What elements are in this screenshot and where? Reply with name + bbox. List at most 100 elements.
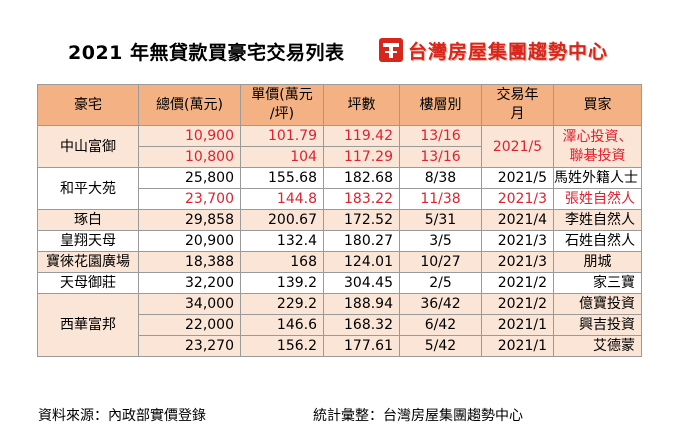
- cell-buyer: 家三寶: [553, 272, 642, 294]
- cell-unit: 229.2: [240, 293, 324, 315]
- cell-total: 10,800: [138, 146, 241, 168]
- header-unit-price: 單價(萬元 /坪): [240, 84, 324, 126]
- cell-total: 23,700: [138, 188, 241, 210]
- cell-total: 18,388: [138, 251, 241, 273]
- header-total-price: 總價(萬元): [138, 84, 241, 126]
- cell-unit: 104: [240, 146, 324, 168]
- cell-unit: 132.4: [240, 230, 324, 252]
- cell-date: 2021/1: [481, 335, 554, 357]
- cell-total: 10,900: [138, 125, 241, 147]
- table-row: 10,800 104 117.29 13/16: [38, 146, 642, 168]
- header-area: 坪數: [323, 84, 400, 126]
- cell-area: 188.94: [323, 293, 400, 315]
- cell-buyer: 馬姓外籍人士: [553, 167, 642, 189]
- header-date-line2: 月: [510, 106, 525, 122]
- cell-name: 天母御莊: [37, 272, 139, 294]
- cell-name: 皇翔天母: [37, 230, 139, 252]
- table-row: 天母御莊 32,200 139.2 304.45 2/5 2021/2 家三寶: [37, 272, 642, 294]
- cell-buyer: 朋城: [553, 251, 642, 273]
- cell-buyer: 李姓自然人: [553, 209, 642, 231]
- cell-total: 25,800: [138, 167, 241, 189]
- cell-date: 2021/5: [481, 167, 554, 189]
- cell-buyer: 張姓自然人: [553, 188, 642, 210]
- cell-buyer: 億寶投資: [553, 293, 642, 315]
- cell-name: 琢白: [37, 209, 139, 231]
- cell-total: 32,200: [138, 272, 241, 294]
- table-header-row: 豪宅 總價(萬元) 單價(萬元 /坪) 坪數 樓層別 交易年 月 買家: [37, 84, 642, 126]
- cell-floor: 5/31: [399, 209, 482, 231]
- cell-date: 2021/3: [481, 188, 554, 210]
- cell-unit: 146.6: [240, 314, 324, 336]
- cell-floor: 6/42: [399, 314, 482, 336]
- cell-date: 2021/5: [481, 125, 554, 168]
- cell-floor: 36/42: [399, 293, 482, 315]
- cell-floor: 10/27: [399, 251, 482, 273]
- cell-floor: 11/38: [399, 188, 482, 210]
- table-row: 寶徠花園廣場 18,388 168 124.01 10/27 2021/3 朋城: [37, 251, 642, 273]
- cell-unit: 144.8: [240, 188, 324, 210]
- table-row: 23,270 156.2 177.61 5/42 2021/1 艾德蒙: [38, 335, 642, 357]
- cell-floor: 2/5: [399, 272, 482, 294]
- table-row: 23,700 144.8 183.22 11/38 2021/3 張姓自然人: [38, 188, 642, 210]
- cell-name: 西華富邦: [37, 293, 139, 357]
- cell-area: 304.45: [323, 272, 400, 294]
- cell-date: 2021/3: [481, 251, 554, 273]
- page-title: 2021 年無貸款買豪宅交易列表: [68, 42, 345, 64]
- cell-date: 2021/2: [481, 272, 554, 294]
- cell-unit: 200.67: [240, 209, 324, 231]
- cell-area: 183.22: [323, 188, 400, 210]
- cell-name: 寶徠花園廣場: [37, 251, 139, 273]
- header-unit-price-line1: 單價(萬元: [251, 87, 313, 103]
- table-row: 皇翔天母 20,900 132.4 180.27 3/5 2021/3 石姓自然…: [37, 230, 642, 252]
- cell-date: 2021/1: [481, 314, 554, 336]
- cell-floor: 5/42: [399, 335, 482, 357]
- header-unit-price-line2: /坪): [269, 106, 295, 122]
- cell-name: 和平大苑: [37, 167, 139, 210]
- taiwan-realty-logo-icon: [379, 38, 403, 62]
- compiler-note: 統計彙整：台灣房屋集團趨勢中心: [313, 408, 523, 424]
- cell-buyer: 興吉投資: [553, 314, 642, 336]
- cell-floor: 13/16: [399, 125, 482, 147]
- cell-name: 中山富御: [37, 125, 139, 168]
- luxury-transaction-table: 豪宅 總價(萬元) 單價(萬元 /坪) 坪數 樓層別 交易年 月 買家 中山富御…: [37, 84, 642, 357]
- header-buyer: 買家: [553, 84, 642, 126]
- cell-unit: 156.2: [240, 335, 324, 357]
- cell-area: 180.27: [323, 230, 400, 252]
- cell-unit: 168: [240, 251, 324, 273]
- table-row: 和平大苑 25,800 155.68 182.68 8/38 2021/5 馬姓…: [37, 167, 642, 210]
- header-floor: 樓層別: [399, 84, 482, 126]
- cell-buyer: 澤心投資、 聯碁投資: [553, 125, 642, 168]
- cell-area: 172.52: [323, 209, 400, 231]
- cell-floor: 8/38: [399, 167, 482, 189]
- cell-total: 29,858: [138, 209, 241, 231]
- logo-text: 台灣房屋集團趨勢中心: [408, 40, 609, 63]
- cell-date: 2021/3: [481, 230, 554, 252]
- cell-date: 2021/4: [481, 209, 554, 231]
- table-row: 22,000 146.6 168.32 6/42 2021/1 興吉投資: [38, 314, 642, 336]
- cell-buyer: 艾德蒙: [553, 335, 642, 357]
- header-name: 豪宅: [37, 84, 139, 126]
- cell-area: 119.42: [323, 125, 400, 147]
- cell-date: 2021/2: [481, 293, 554, 315]
- cell-unit: 139.2: [240, 272, 324, 294]
- cell-total: 23,270: [138, 335, 241, 357]
- cell-total: 22,000: [138, 314, 241, 336]
- cell-buyer-line1: 澤心投資、: [562, 128, 633, 145]
- cell-buyer-line2: 聯碁投資: [569, 147, 626, 164]
- cell-total: 20,900: [138, 230, 241, 252]
- cell-total: 34,000: [138, 293, 241, 315]
- cell-area: 124.01: [323, 251, 400, 273]
- cell-area: 182.68: [323, 167, 400, 189]
- cell-floor: 3/5: [399, 230, 482, 252]
- cell-unit: 155.68: [240, 167, 324, 189]
- header-date: 交易年 月: [481, 84, 554, 126]
- cell-unit: 101.79: [240, 125, 324, 147]
- table-row: 西華富邦 34,000 229.2 188.94 36/42 2021/2 億寶…: [37, 293, 642, 357]
- brand-logo: 台灣房屋集團趨勢中心: [378, 36, 614, 64]
- cell-floor: 13/16: [399, 146, 482, 168]
- cell-buyer: 石姓自然人: [553, 230, 642, 252]
- cell-area: 117.29: [323, 146, 400, 168]
- cell-area: 177.61: [323, 335, 400, 357]
- table-row: 琢白 29,858 200.67 172.52 5/31 2021/4 李姓自然…: [37, 209, 642, 231]
- table-row: 中山富御 10,900 101.79 119.42 13/16 2021/5 澤…: [37, 125, 642, 168]
